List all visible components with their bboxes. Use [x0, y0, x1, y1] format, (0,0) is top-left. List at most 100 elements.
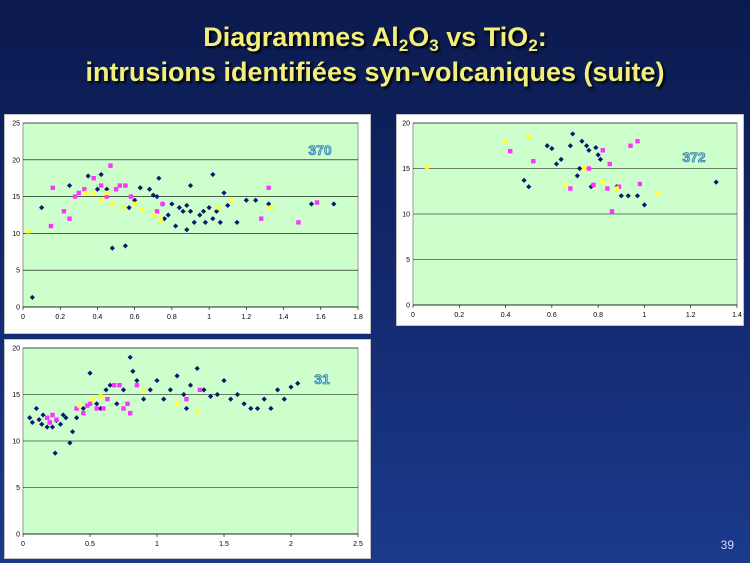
x-tick-label: 1.5 — [219, 541, 229, 548]
y-tick-label: 0 — [406, 303, 410, 310]
data-point-magenta — [605, 186, 610, 191]
data-point-magenta — [607, 161, 612, 167]
data-point-magenta — [637, 181, 642, 187]
chart-label: 370 — [308, 142, 332, 158]
data-point-navy — [63, 415, 69, 421]
data-point-navy — [567, 143, 573, 149]
data-point-yellow — [139, 207, 145, 213]
data-point-magenta — [184, 396, 189, 402]
data-point-yellow — [268, 205, 273, 210]
data-point-yellow — [84, 190, 89, 196]
data-point-magenta — [85, 403, 90, 408]
data-point-yellow — [174, 401, 180, 406]
y-tick-label: 20 — [12, 157, 20, 164]
data-point-navy — [544, 143, 550, 149]
data-point-magenta — [128, 410, 133, 416]
data-point-yellow — [98, 198, 104, 203]
data-point-navy — [579, 138, 585, 144]
data-point-magenta — [128, 194, 134, 199]
data-point-magenta — [50, 185, 55, 190]
data-point-yellow — [151, 212, 156, 218]
data-point-yellow — [104, 190, 109, 196]
chart-31-panel: 0 5 10 15 20 0 0.5 1 1.5 2 2.5 31 — [4, 339, 371, 559]
data-point-navy — [210, 216, 216, 222]
data-point-yellow — [132, 201, 137, 207]
data-point-yellow — [98, 394, 103, 399]
data-point-navy — [526, 184, 532, 190]
data-point-navy — [266, 201, 272, 207]
data-point-navy — [67, 440, 73, 446]
data-point-navy — [122, 243, 128, 249]
data-point-magenta — [104, 194, 109, 199]
data-point-navy — [308, 201, 315, 207]
data-point-magenta — [609, 209, 615, 214]
y-tick-label: 15 — [402, 166, 410, 173]
data-point-magenta — [160, 201, 165, 207]
data-point-navy — [288, 384, 294, 390]
data-point-magenta — [635, 139, 640, 144]
data-point-navy — [156, 175, 162, 181]
y-tick-label: 5 — [16, 485, 20, 492]
x-tick-label: 0.6 — [547, 312, 557, 319]
data-point-navy — [137, 185, 143, 191]
data-point-yellow — [26, 228, 31, 234]
x-tick-label: 1 — [207, 314, 211, 321]
data-point-navy — [130, 368, 136, 374]
x-tick-label: 0.8 — [593, 312, 603, 319]
data-point-navy — [253, 197, 259, 203]
plot-area — [22, 122, 359, 308]
x-tick-label: 1.2 — [241, 314, 251, 321]
data-point-magenta — [628, 143, 633, 148]
chart-370-panel: 0 5 10 15 20 25 0 0.2 0.4 0.6 0.8 1 1.2 1.4 1.6 1.8 370 — [4, 114, 371, 334]
data-point-navy — [187, 208, 194, 214]
y-tick-label: 5 — [406, 257, 410, 264]
chart-372-panel: 0 5 10 15 20 0 0.2 0.4 0.6 0.8 1 1.2 1.4 372 — [396, 114, 744, 326]
data-point-navy — [553, 161, 560, 167]
data-point-magenta — [76, 190, 82, 196]
data-point-navy — [184, 227, 190, 233]
x-tick-label: 2 — [289, 541, 293, 548]
data-point-magenta — [591, 182, 596, 188]
data-point-magenta — [111, 383, 117, 388]
y-tick-label: 10 — [402, 212, 410, 219]
data-point-magenta — [61, 209, 67, 214]
data-point-navy — [146, 186, 153, 192]
data-point-magenta — [72, 194, 78, 199]
data-point-magenta — [82, 187, 87, 192]
y-tick-label: 5 — [16, 268, 20, 275]
data-point-yellow — [600, 179, 605, 185]
x-tick-label: 1.4 — [279, 314, 289, 321]
chart-370: 0 5 10 15 20 25 0 0.2 0.4 0.6 0.8 1 1.2 1.4 1.6 1.8 370 — [12, 121, 363, 322]
data-point-yellow — [158, 217, 163, 223]
y-tick-label: 20 — [12, 346, 20, 353]
data-point-yellow — [90, 396, 95, 402]
y-tick-label: 15 — [12, 392, 20, 399]
data-point-navy — [577, 165, 583, 172]
data-point-navy — [184, 202, 190, 209]
x-tick-label: 0.4 — [93, 314, 103, 321]
x-tick-label: 1.4 — [732, 312, 742, 319]
data-point-navy — [213, 208, 220, 214]
data-point-magenta — [98, 183, 104, 188]
data-point-navy — [275, 387, 281, 393]
data-point-magenta — [87, 401, 93, 406]
x-tick-label: 1.6 — [316, 314, 326, 321]
data-point-magenta — [197, 387, 203, 393]
data-point-navy — [98, 171, 104, 178]
slide-title-line-1: Diagrammes Al2O3 vs TiO2: — [203, 22, 547, 55]
data-point-navy — [57, 421, 64, 427]
data-point-magenta — [67, 216, 72, 221]
x-tick-label: 0.8 — [167, 314, 177, 321]
data-point-navy — [66, 182, 73, 189]
data-point-navy — [169, 201, 175, 207]
x-tick-label: 0.4 — [501, 312, 511, 319]
data-point-navy — [85, 173, 91, 179]
data-point-yellow — [424, 164, 430, 169]
data-point-yellow — [110, 201, 115, 207]
y-tick-label: 10 — [12, 439, 20, 446]
chart-label: 31 — [314, 371, 330, 387]
data-point-yellow — [77, 403, 82, 408]
data-point-magenta — [117, 383, 122, 388]
chart-31: 0 5 10 15 20 0 0.5 1 1.5 2 2.5 31 — [12, 346, 363, 549]
data-point-navy — [331, 201, 337, 207]
